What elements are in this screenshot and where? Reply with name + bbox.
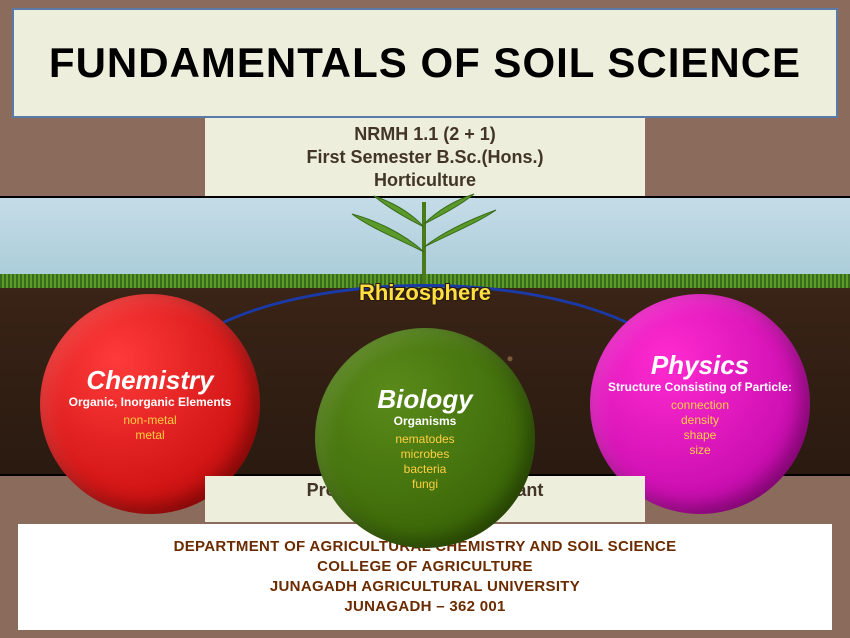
chemistry-item: metal: [123, 428, 176, 443]
physics-item: size: [671, 443, 729, 458]
biology-item: fungi: [395, 477, 454, 492]
chemistry-items: non-metal metal: [123, 413, 176, 443]
physics-subtitle: Structure Consisting of Particle:: [608, 381, 792, 394]
biology-items: nematodes microbes bacteria fungi: [395, 432, 454, 492]
department-line: COLLEGE OF AGRICULTURE: [317, 557, 533, 577]
biology-item: microbes: [395, 447, 454, 462]
chemistry-subtitle: Organic, Inorganic Elements: [69, 396, 232, 409]
title-panel: FUNDAMENTALS OF SOIL SCIENCE: [12, 8, 838, 118]
soil-diagram: Rhizosphere Chemistry Organic, Inorganic…: [0, 196, 850, 476]
biology-circle: Biology Organisms nematodes microbes bac…: [315, 328, 535, 548]
physics-title: Physics: [651, 350, 749, 381]
chemistry-title: Chemistry: [86, 365, 213, 396]
rhizosphere-label: Rhizosphere: [359, 280, 491, 306]
biology-item: nematodes: [395, 432, 454, 447]
course-panel: NRMH 1.1 (2 + 1) First Semester B.Sc.(Ho…: [205, 118, 645, 198]
page-title: FUNDAMENTALS OF SOIL SCIENCE: [49, 41, 801, 85]
physics-item: density: [671, 413, 729, 428]
course-program: Horticulture: [205, 170, 645, 191]
biology-subtitle: Organisms: [394, 415, 457, 428]
department-line: JUNAGADH – 362 001: [344, 597, 505, 617]
chemistry-item: non-metal: [123, 413, 176, 428]
course-semester: First Semester B.Sc.(Hons.): [205, 147, 645, 168]
physics-item: connection: [671, 398, 729, 413]
department-line: JUNAGADH AGRICULTURAL UNIVERSITY: [270, 577, 580, 597]
physics-item: shape: [671, 428, 729, 443]
physics-items: connection density shape size: [671, 398, 729, 458]
course-code: NRMH 1.1 (2 + 1): [205, 124, 645, 145]
biology-item: bacteria: [395, 462, 454, 477]
biology-title: Biology: [377, 384, 472, 415]
